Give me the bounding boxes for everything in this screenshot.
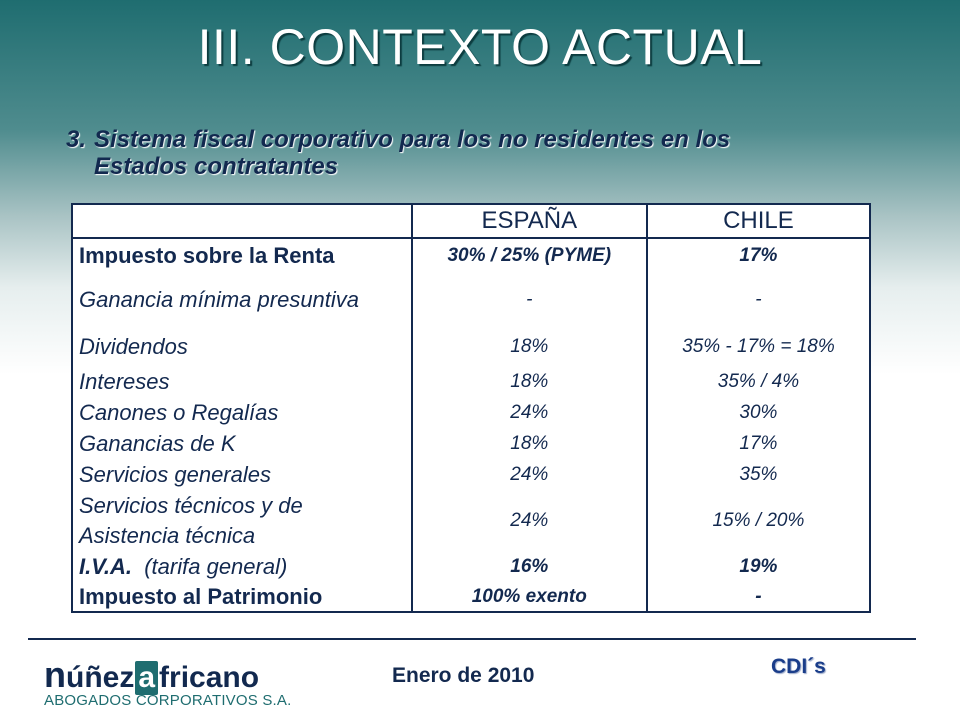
chile-value: 35% [645, 459, 872, 490]
footer-date: Enero de 2010 [392, 664, 535, 687]
row-label: Ganancias de K [71, 428, 413, 459]
header-empty [71, 204, 413, 239]
chile-value: - [645, 272, 872, 328]
logo-name: núñez a fricano [44, 654, 260, 695]
espana-value: 16% [410, 552, 648, 582]
row-label: Ganancia mínima presuntiva [71, 272, 413, 328]
table-header-row: ESPAÑA CHILE [71, 204, 872, 239]
espana-value: 24% [410, 397, 648, 428]
espana-value: 30% / 25% (PYME) [410, 238, 648, 272]
espana-value: 18% [410, 366, 648, 397]
company-logo: núñez a fricano ABOGADOS CORPORATIVOS S.A. [44, 654, 291, 710]
table-row: Canones o Regalías 24% 30% [71, 397, 872, 428]
espana-value: 100% exento [410, 582, 648, 613]
table-row: Ganancias de K 18% 17% [71, 428, 872, 459]
footer-cdis-label: CDI´s [771, 655, 826, 678]
section-subtitle: 3. Sistema fiscal corporativo para los no… [66, 126, 846, 180]
subtitle-number: 3. [66, 126, 87, 153]
header-chile: CHILE [645, 204, 872, 239]
table-row: Ganancia mínima presuntiva - - [71, 272, 872, 328]
chile-value: 17% [645, 428, 872, 459]
slide-title: III. CONTEXTO ACTUAL [197, 19, 763, 75]
chile-value: 17% [645, 238, 872, 272]
table-row: Impuesto al Patrimonio 100% exento - [71, 582, 872, 613]
table-row: Servicios generales 24% 35% [71, 459, 872, 490]
subtitle-line-1: Sistema fiscal corporativo para los no r… [94, 126, 731, 153]
table-row: I.V.A. (tarifa general) 16% 19% [71, 552, 872, 582]
row-label: Servicios técnicos y de Asistencia técni… [71, 490, 413, 552]
row-label: Dividendos [71, 328, 413, 366]
row-label: Intereses [71, 366, 413, 397]
table-row: Dividendos 18% 35% - 17% = 18% [71, 328, 872, 366]
chile-value: 19% [645, 552, 872, 582]
espana-value: 24% [410, 459, 648, 490]
row-label: Servicios generales [71, 459, 413, 490]
row-label-line-2: Asistencia técnica [79, 523, 256, 548]
subtitle-line-2: Estados contratantes [94, 153, 339, 180]
chile-value: 35% / 4% [645, 366, 872, 397]
table-row: Servicios técnicos y de Asistencia técni… [71, 490, 872, 552]
tax-comparison-table: ESPAÑA CHILE Impuesto sobre la Renta 30%… [71, 203, 872, 613]
espana-value: 24% [410, 490, 648, 552]
chile-value: - [645, 582, 872, 613]
espana-value: - [410, 272, 648, 328]
logo-tagline: ABOGADOS CORPORATIVOS S.A. [44, 692, 292, 709]
table-row: Intereses 18% 35% / 4% [71, 366, 872, 397]
chile-value: 15% / 20% [645, 490, 872, 552]
chile-value: 30% [645, 397, 872, 428]
table-row: Impuesto sobre la Renta 30% / 25% (PYME)… [71, 238, 872, 272]
row-label-line-1: Servicios técnicos y de [79, 493, 303, 518]
row-label: Impuesto sobre la Renta [71, 238, 413, 272]
row-label: I.V.A. (tarifa general) [71, 552, 413, 582]
footer-divider [28, 638, 916, 640]
espana-value: 18% [410, 428, 648, 459]
iva-label-suffix: (tarifa general) [144, 554, 288, 579]
espana-value: 18% [410, 328, 648, 366]
header-espana: ESPAÑA [410, 204, 648, 239]
row-label: Canones o Regalías [71, 397, 413, 428]
chile-value: 35% - 17% = 18% [645, 328, 872, 366]
row-label: Impuesto al Patrimonio [71, 582, 413, 613]
iva-label: I.V.A. [79, 554, 132, 579]
